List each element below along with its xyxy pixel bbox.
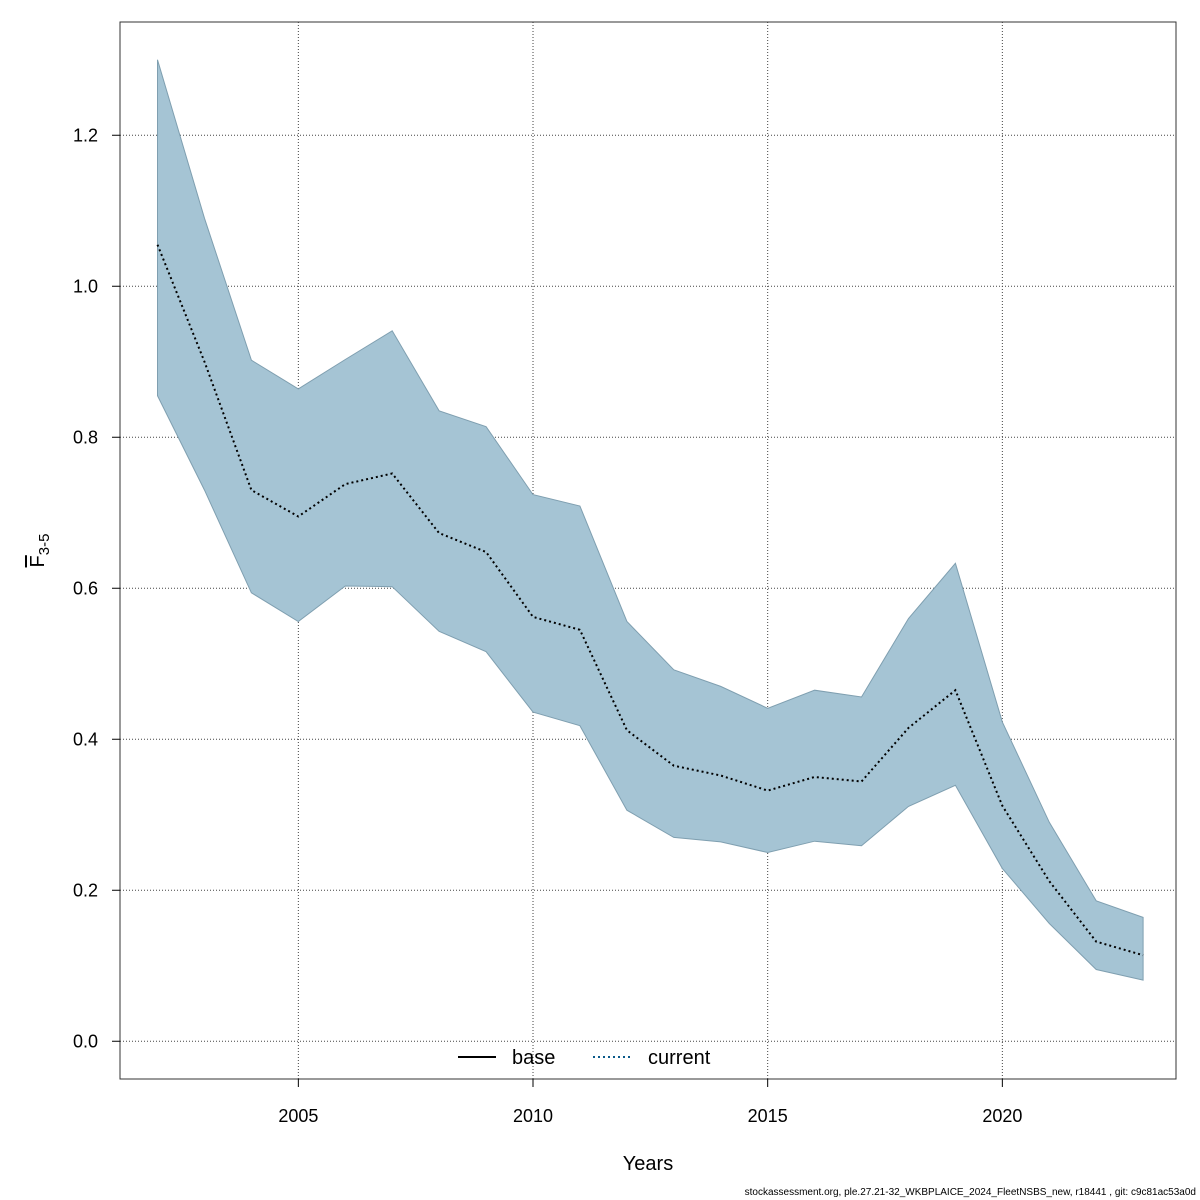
- confidence-band: [157, 59, 1144, 981]
- plot-frame: [119, 21, 1177, 1080]
- y-tick-label-1.0: 1.0: [73, 276, 98, 296]
- footer-credit: stockassessment.org, ple.27.21-32_WKBPLA…: [744, 1187, 1196, 1198]
- y-tick-label-1.2: 1.2: [73, 125, 98, 145]
- x-axis-title: Years: [623, 1153, 673, 1175]
- y-tick-label-0.2: 0.2: [73, 880, 98, 900]
- svg-text:F3-5: F3-5: [27, 534, 53, 568]
- x-tick-label-2010: 2010: [513, 1106, 553, 1126]
- legend: base current: [458, 1047, 711, 1069]
- legend-label-current: current: [648, 1047, 711, 1069]
- x-tick-label-2015: 2015: [748, 1106, 788, 1126]
- y-tick-label-0.0: 0.0: [73, 1031, 98, 1051]
- x-axis: 2005 2010 2015 2020: [278, 1079, 1022, 1126]
- y-axis-title-main: F: [27, 555, 49, 567]
- y-axis-title-subscript: 3-5: [36, 534, 53, 556]
- y-tick-label-0.8: 0.8: [73, 427, 98, 447]
- x-tick-label-2020: 2020: [982, 1106, 1022, 1126]
- y-axis: 0.0 0.2 0.4 0.6 0.8 1.0 1.2: [73, 125, 120, 1051]
- y-tick-label-0.6: 0.6: [73, 578, 98, 598]
- y-axis-title: F3-5: [27, 534, 53, 568]
- x-tick-label-2005: 2005: [278, 1106, 318, 1126]
- legend-label-base: base: [512, 1047, 555, 1069]
- y-tick-label-0.4: 0.4: [73, 729, 98, 749]
- current-series-line: [156, 244, 1144, 957]
